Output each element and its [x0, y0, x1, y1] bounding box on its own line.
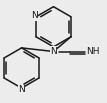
Text: N: N: [50, 47, 57, 56]
Text: NH: NH: [86, 47, 99, 56]
Text: N: N: [18, 85, 25, 94]
Text: N: N: [31, 11, 38, 20]
